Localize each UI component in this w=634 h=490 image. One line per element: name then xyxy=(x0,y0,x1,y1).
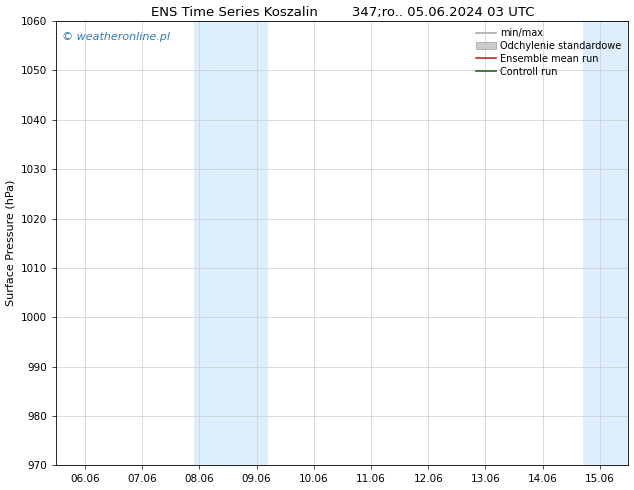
Legend: min/max, Odchylenie standardowe, Ensemble mean run, Controll run: min/max, Odchylenie standardowe, Ensembl… xyxy=(472,24,626,80)
Bar xyxy=(193,21,268,465)
Y-axis label: Surface Pressure (hPa): Surface Pressure (hPa) xyxy=(6,180,16,306)
Bar xyxy=(583,21,628,465)
Title: ENS Time Series Koszalin        347;ro.. 05.06.2024 03 UTC: ENS Time Series Koszalin 347;ro.. 05.06.… xyxy=(151,5,534,19)
Text: © weatheronline.pl: © weatheronline.pl xyxy=(62,32,170,42)
